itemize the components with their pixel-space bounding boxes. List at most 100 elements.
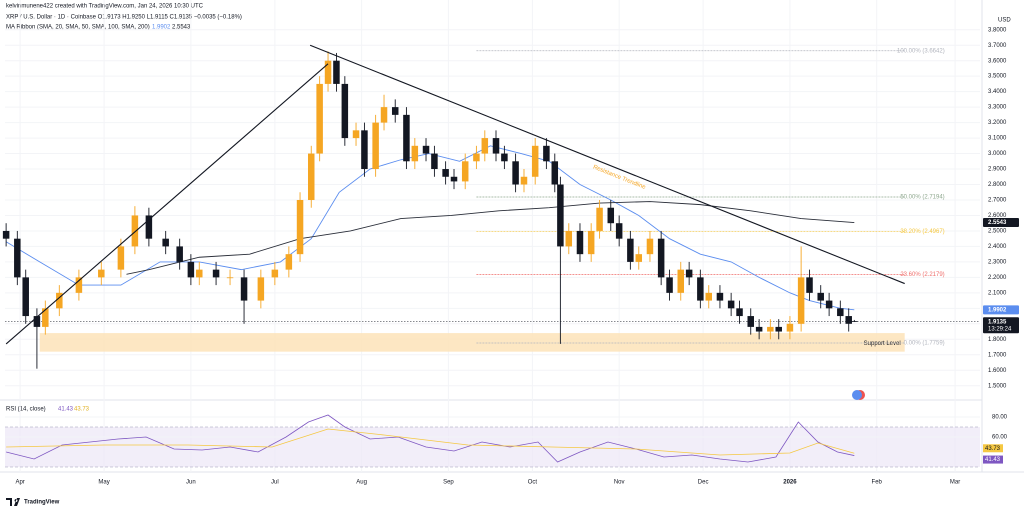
y-tick-label: 1.6000 xyxy=(988,368,1007,374)
candle-body xyxy=(176,246,183,262)
author-line: kelvinmunene422 created with TradingView… xyxy=(6,4,204,10)
candle-body xyxy=(271,269,279,278)
candle-body xyxy=(461,161,469,182)
candle-body xyxy=(685,269,693,278)
candle-body xyxy=(492,138,500,154)
candle-body xyxy=(162,238,169,247)
candle-body xyxy=(226,277,234,279)
candle-body xyxy=(627,238,634,262)
candle-body xyxy=(851,321,858,322)
price-marker xyxy=(983,305,1019,315)
candle-body xyxy=(431,153,438,170)
candle-body xyxy=(565,230,573,247)
candle-body xyxy=(296,199,304,255)
candle-body xyxy=(677,269,685,293)
candle-body xyxy=(145,215,153,239)
candle-body xyxy=(212,269,220,278)
candle-body xyxy=(240,277,248,301)
candle-body xyxy=(576,230,584,255)
candle-body xyxy=(187,261,195,278)
candle-body xyxy=(797,277,805,324)
candle-body xyxy=(716,292,724,301)
candle-body xyxy=(607,207,615,224)
x-tick-label: Dec xyxy=(698,480,709,486)
rsi-label: RSI (14, close) xyxy=(6,407,46,413)
candle-body xyxy=(531,145,539,177)
brand: TradingView xyxy=(24,500,60,506)
rsi-marker-label: 41.43 xyxy=(985,457,1001,463)
trendline xyxy=(5,63,329,345)
x-tick-label: Jun xyxy=(186,480,196,486)
candle-body xyxy=(75,277,83,293)
candle-body xyxy=(587,230,595,255)
rsi-marker xyxy=(983,444,1003,453)
fib-label: 23.60% (2.2179) xyxy=(900,272,944,278)
candle-body xyxy=(557,184,564,247)
x-tick-label: Aug xyxy=(356,480,367,486)
candle-body xyxy=(403,114,410,162)
candle-body xyxy=(817,292,824,301)
candle-body xyxy=(98,269,105,278)
candle-body xyxy=(845,316,852,324)
y-tick-label: 2.9000 xyxy=(988,167,1007,173)
x-tick-label: Sep xyxy=(443,480,454,486)
candle-body xyxy=(33,316,41,327)
rsi-line xyxy=(6,414,855,463)
candle-body xyxy=(131,215,139,247)
candle-body xyxy=(736,308,743,317)
candle-body xyxy=(512,161,519,185)
candle-body xyxy=(341,83,349,139)
candle-body xyxy=(22,277,29,317)
y-tick-label: 1.8000 xyxy=(988,337,1007,343)
y-tick-label: 1.5000 xyxy=(988,383,1007,389)
candle-body xyxy=(635,254,643,262)
y-tick-label: 2.1000 xyxy=(988,290,1007,296)
candle-body xyxy=(596,207,603,231)
candle-body xyxy=(42,308,49,327)
x-tick-label: Mar xyxy=(950,480,960,486)
x-tick-label: Oct xyxy=(528,480,538,486)
y-tick-label: 2.7000 xyxy=(988,198,1007,204)
indicator-value: 1.9902 xyxy=(152,25,171,31)
candle-body xyxy=(117,246,125,270)
y-tick-label: 3.0000 xyxy=(988,151,1007,157)
candle-body xyxy=(473,153,480,162)
x-tick-label: Jul xyxy=(271,480,279,486)
candle-body xyxy=(307,153,315,200)
candle-body xyxy=(361,130,368,170)
countdown: 13:29:24 xyxy=(988,326,1012,332)
candle-body xyxy=(520,176,528,185)
candle-body xyxy=(727,300,735,309)
candle-body xyxy=(422,145,430,154)
candle-body xyxy=(646,238,654,255)
candle-body xyxy=(747,316,754,327)
y-tick-label: 2.8000 xyxy=(988,182,1007,188)
moving-average xyxy=(126,201,855,275)
price-marker xyxy=(983,317,1019,334)
logo: TradingView xyxy=(6,498,60,506)
x-tick-label: Feb xyxy=(872,480,883,486)
candle-body xyxy=(380,107,388,123)
candle-body xyxy=(551,161,559,185)
y-tick-label: 3.3000 xyxy=(988,105,1007,111)
x-tick-label: Apr xyxy=(15,480,24,486)
candle-body xyxy=(411,145,419,162)
indicator-label: MA Ribbon (SMA, 20, SMA, 50, SMA, 100, S… xyxy=(6,25,150,31)
y-tick-label: 2.6000 xyxy=(988,213,1007,219)
candle-body xyxy=(837,308,844,317)
y-tick-label: 2.2000 xyxy=(988,275,1007,281)
currency-label: USD xyxy=(998,18,1011,24)
y-tick-label: 1.7000 xyxy=(988,352,1007,358)
candle-body xyxy=(786,323,794,332)
y-tick-label: 3.2000 xyxy=(988,120,1007,126)
y-tick-label: 3.4000 xyxy=(988,89,1007,95)
candle-body xyxy=(2,230,10,239)
rsi-marker-label: 43.73 xyxy=(985,446,1001,452)
candle-body xyxy=(775,326,782,332)
y-tick-label: 3.8000 xyxy=(988,27,1007,33)
candle-body xyxy=(14,238,21,278)
fib-label: 50.00% (2.7194) xyxy=(900,195,944,201)
trendline xyxy=(309,44,905,285)
